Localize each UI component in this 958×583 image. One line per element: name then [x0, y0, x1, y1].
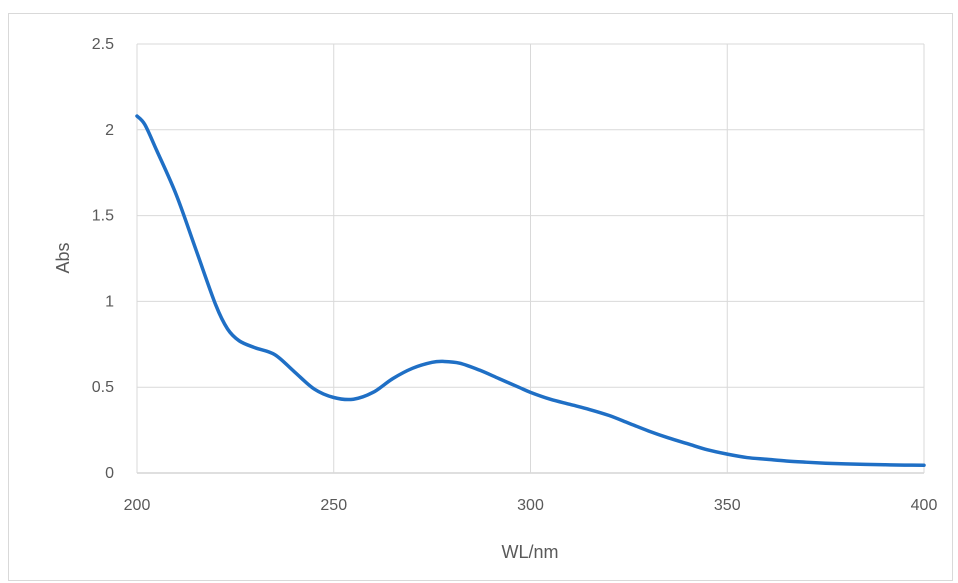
chart-frame [8, 13, 953, 581]
x-tick-label: 250 [320, 497, 347, 514]
x-tick-label: 200 [124, 497, 151, 514]
y-tick-label: 2.5 [92, 36, 114, 53]
absorbance-series-line [135, 114, 926, 468]
x-tick-label: 300 [517, 497, 544, 514]
x-axis-title: WL/nm [501, 542, 558, 562]
tick-labels: 0 0.5 1 1.5 2 2.5 200 250 300 350 400 [92, 36, 938, 514]
x-tick-label: 400 [911, 497, 938, 514]
x-tick-label: 350 [714, 497, 741, 514]
y-tick-label: 1.5 [92, 208, 114, 225]
y-tick-label: 0 [105, 465, 114, 482]
y-tick-label: 1 [105, 293, 114, 310]
y-tick-label: 2 [105, 122, 114, 139]
grid-layer [136, 43, 925, 474]
y-tick-label: 0.5 [92, 379, 114, 396]
series-layer [135, 114, 926, 468]
y-axis-title: Abs [53, 242, 73, 273]
